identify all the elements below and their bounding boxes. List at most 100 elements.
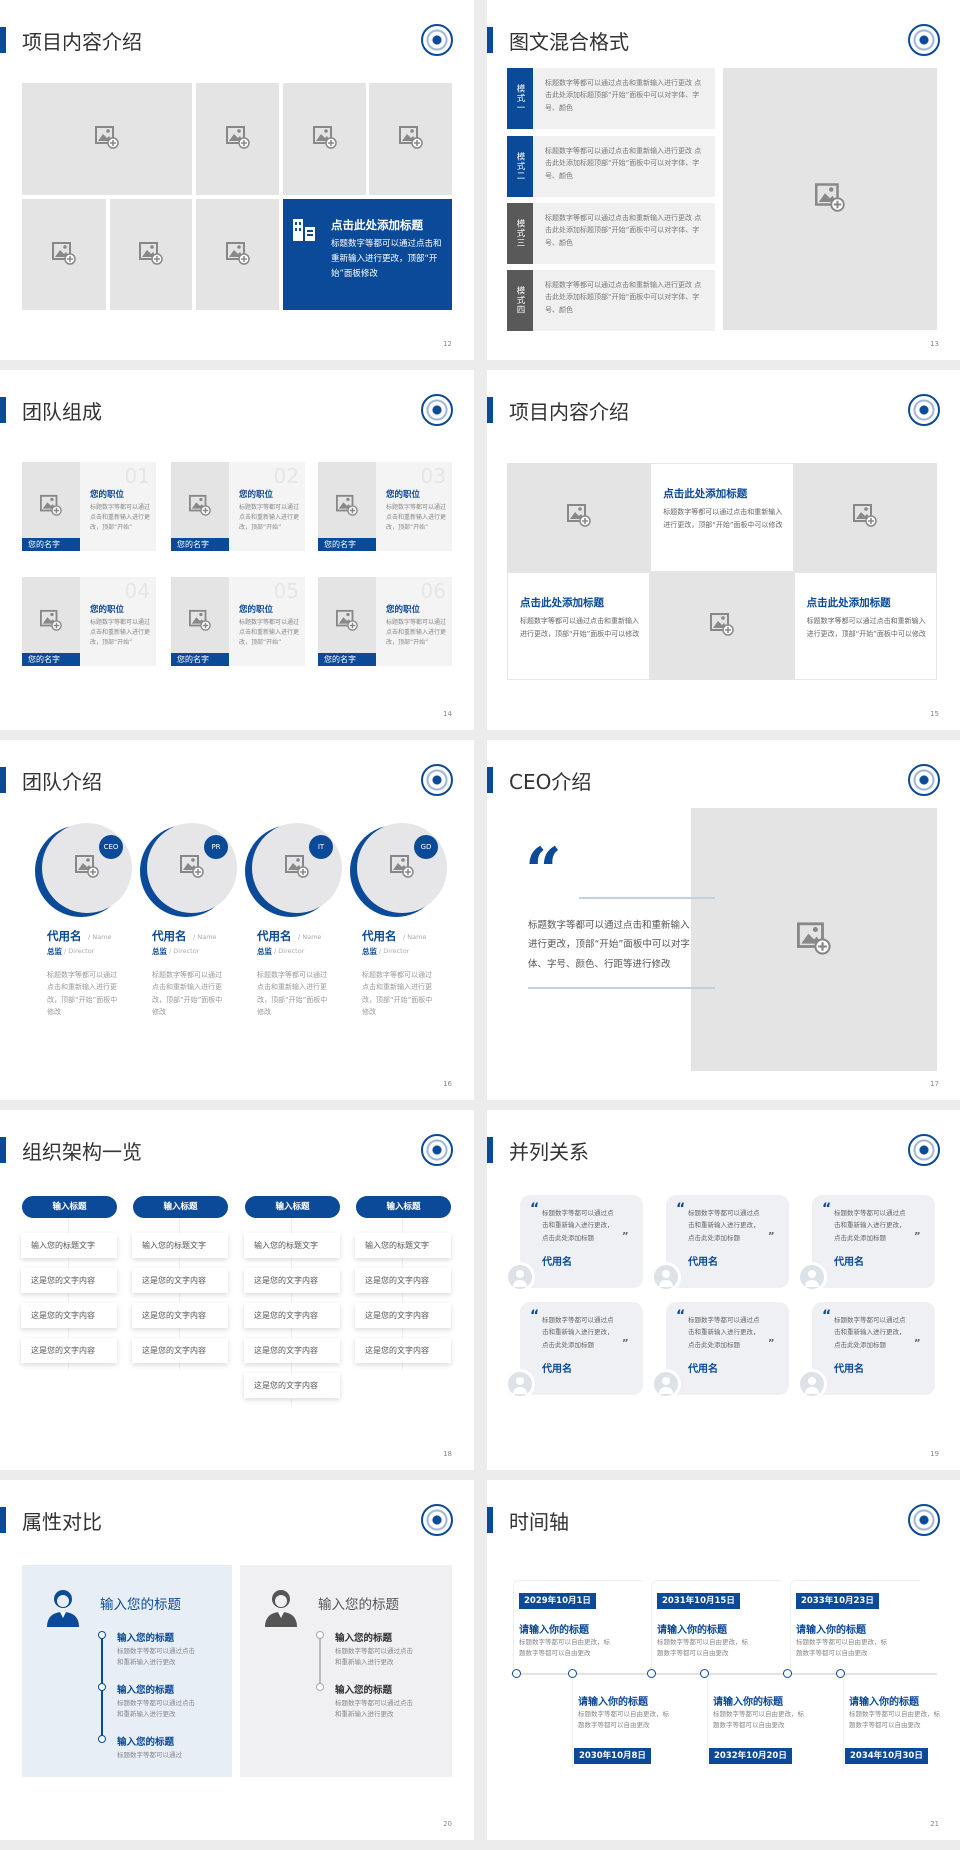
image-placeholder-icon[interactable] [390,854,414,882]
image-placeholder-icon[interactable] [336,609,358,635]
org-item-box[interactable]: 这是您的文字内容 [132,1338,228,1363]
org-item-box[interactable]: 这是您的文字内容 [132,1268,228,1293]
team-card[interactable]: 02 您的职位 标题数字等都可以通过点击和重新输入进行更改，顶部“开始” 您的名字 [171,462,305,551]
member-photo-circle[interactable] [357,823,447,913]
event-date-tag[interactable]: 2032年10月20日 [709,1748,792,1764]
image-placeholder-icon[interactable] [853,503,877,531]
image-placeholder-icon[interactable] [336,494,358,520]
avatar[interactable] [797,1369,827,1399]
slide-16[interactable]: 团队介绍 CEO 代用名 / Name 总监 / Director 标题数字等都可以通过点击… [0,740,474,1100]
org-item-box[interactable]: 输入您的标题文字 [355,1233,451,1258]
image-placeholder-icon[interactable] [189,494,211,520]
quote-card[interactable]: “标题数字等都可以通过点击和重新输入进行更改，点击此处添加标题 ” 代用名 [520,1195,643,1288]
org-item-box[interactable]: 这是您的文字内容 [21,1303,117,1328]
org-item-box[interactable]: 这是您的文字内容 [21,1268,117,1293]
image-placeholder-icon[interactable] [52,241,76,269]
org-item-box[interactable]: 这是您的文字内容 [355,1268,451,1293]
avatar[interactable] [505,1369,535,1399]
image-placeholder-icon[interactable] [75,854,99,882]
member-photo-placeholder[interactable] [22,462,80,551]
avatar[interactable] [651,1369,681,1399]
image-placeholder-icon[interactable] [225,241,250,269]
event-date-tag[interactable]: 2031年10月15日 [657,1593,740,1609]
event-date-tag[interactable]: 2030年10月8日 [574,1748,651,1764]
member-photo-circle[interactable] [42,823,132,913]
quote-card[interactable]: “标题数字等都可以通过点击和重新输入进行更改，点击此处添加标题 ” 代用名 [666,1302,789,1395]
image-placeholder-icon[interactable] [40,609,62,635]
column-header-pill[interactable]: 输入标题 [356,1196,451,1218]
member-photo-placeholder[interactable] [171,462,229,551]
text-cell[interactable]: 点击此处添加标题 标题数字等都可以通过点击和重新输入进行更改，顶部“开始”面板中可… [793,571,937,680]
mode-label[interactable]: 模式四 [507,270,533,331]
team-card[interactable]: 06 您的职位 标题数字等都可以通过点击和重新输入进行更改，顶部“开始” 您的名字 [318,577,452,666]
slide-13[interactable]: 图文混合格式 模式一 标题数字等都可以通过点击和重新输入进行更改 点击此处添加标题顶… [487,0,960,360]
image-placeholder-icon[interactable] [815,182,845,216]
feature-box[interactable]: 点击此处添加标题 标题数字等都可以通过点击和重新输入进行更改，顶部“开始”面板修改 [283,199,452,310]
member-photo-placeholder[interactable] [171,577,229,666]
column-header-pill[interactable]: 输入标题 [133,1196,228,1218]
org-item-box[interactable]: 这是您的文字内容 [244,1268,340,1293]
member-photo-placeholder[interactable] [318,462,376,551]
image-placeholder-icon[interactable] [225,125,250,153]
column-header-pill[interactable]: 输入标题 [245,1196,340,1218]
image-placeholder[interactable] [196,199,279,310]
avatar[interactable] [505,1262,535,1292]
team-card[interactable]: 05 您的职位 标题数字等都可以通过点击和重新输入进行更改，顶部“开始” 您的名字 [171,577,305,666]
image-placeholder[interactable] [650,571,794,680]
org-item-box[interactable]: 这是您的文字内容 [244,1303,340,1328]
avatar[interactable] [797,1262,827,1292]
image-placeholder-icon[interactable] [312,125,337,153]
slide-17[interactable]: CEO介绍 “ 标题数字等都可以通过点击和重新输入进行更改，顶部“开始”面板中可以对… [487,740,960,1100]
avatar[interactable] [651,1262,681,1292]
image-placeholder-icon[interactable] [398,125,423,153]
image-placeholder-icon[interactable] [180,854,204,882]
slide-18[interactable]: 组织架构一览 输入标题 输入您的标题文字 这是您的文字内容 这是您的文字内容 这是您的文字… [0,1110,474,1470]
team-card[interactable]: 01 您的职位 标题数字等都可以通过点击和重新输入进行更改，顶部“开始” 您的名字 [22,462,156,551]
image-placeholder-icon[interactable] [95,125,119,153]
member-photo-circle[interactable] [252,823,342,913]
slide-20[interactable]: 属性对比 输入您的标题 输入您的标题 标题数字等都可以通过点击和重新输入进行更改 输入您… [0,1480,474,1840]
image-placeholder[interactable] [369,83,452,195]
org-item-box[interactable]: 这是您的文字内容 [244,1338,340,1363]
org-item-box[interactable]: 这是您的文字内容 [21,1338,117,1363]
image-placeholder[interactable] [110,199,192,310]
org-item-box[interactable]: 这是您的文字内容 [244,1373,340,1398]
slide-12[interactable]: 项目内容介绍 点击此处添加标题 标题数字等都可以通过点击和重新输入进行更改，顶部“开… [0,0,474,360]
column-header-pill[interactable]: 输入标题 [22,1196,117,1218]
org-item-box[interactable]: 输入您的标题文字 [244,1233,340,1258]
image-placeholder-icon[interactable] [709,612,734,640]
image-placeholder-icon[interactable] [40,494,62,520]
org-item-box[interactable]: 输入您的标题文字 [132,1233,228,1258]
image-placeholder[interactable] [22,199,106,310]
org-item-box[interactable]: 输入您的标题文字 [21,1233,117,1258]
image-placeholder[interactable] [22,83,192,195]
text-cell[interactable]: 点击此处添加标题 标题数字等都可以通过点击和重新输入进行更改，顶部“开始”面板中可… [650,463,794,572]
image-placeholder[interactable] [507,463,651,572]
quote-card[interactable]: “标题数字等都可以通过点击和重新输入进行更改，点击此处添加标题 ” 代用名 [666,1195,789,1288]
slide-15[interactable]: 项目内容介绍 点击此处添加标题 标题数字等都可以通过点击和重新输入进行更改，顶部“开… [487,370,960,730]
text-cell[interactable]: 点击此处添加标题 标题数字等都可以通过点击和重新输入进行更改，顶部“开始”面板中可… [507,571,651,680]
mode-label[interactable]: 模式三 [507,203,533,264]
image-placeholder[interactable] [723,68,937,330]
image-placeholder[interactable] [196,83,279,195]
member-photo-placeholder[interactable] [22,577,80,666]
event-date-tag[interactable]: 2033年10月23日 [796,1593,879,1609]
slide-14[interactable]: 团队组成 01 您的职位 标题数字等都可以通过点击和重新输入进行更改，顶部“开始” 您的… [0,370,474,730]
team-card[interactable]: 04 您的职位 标题数字等都可以通过点击和重新输入进行更改，顶部“开始” 您的名字 [22,577,156,666]
slide-19[interactable]: 并列关系 “标题数字等都可以通过点击和重新输入进行更改，点击此处添加标题” 代用名 “… [487,1110,960,1470]
quote-card[interactable]: “标题数字等都可以通过点击和重新输入进行更改，点击此处添加标题 ” 代用名 [812,1195,935,1288]
mode-label[interactable]: 模式二 [507,136,533,197]
image-placeholder-icon[interactable] [139,241,163,269]
org-item-box[interactable]: 这是您的文字内容 [355,1303,451,1328]
quote-card[interactable]: “标题数字等都可以通过点击和重新输入进行更改，点击此处添加标题 ” 代用名 [812,1302,935,1395]
quote-card[interactable]: “标题数字等都可以通过点击和重新输入进行更改，点击此处添加标题 ” 代用名 [520,1302,643,1395]
org-item-box[interactable]: 这是您的文字内容 [355,1338,451,1363]
team-card[interactable]: 03 您的职位 标题数字等都可以通过点击和重新输入进行更改，顶部“开始” 您的名字 [318,462,452,551]
image-placeholder[interactable] [793,463,937,572]
event-date-tag[interactable]: 2034年10月30日 [845,1748,928,1764]
image-placeholder-icon[interactable] [189,609,211,635]
slide-21[interactable]: 时间轴 2029年10月1日 请输入你的标题 标题数字等都可以自由更改，标题数字等都可… [487,1480,960,1840]
org-item-box[interactable]: 这是您的文字内容 [132,1303,228,1328]
ceo-photo-placeholder[interactable] [691,808,937,1071]
mode-label[interactable]: 模式一 [507,68,533,129]
